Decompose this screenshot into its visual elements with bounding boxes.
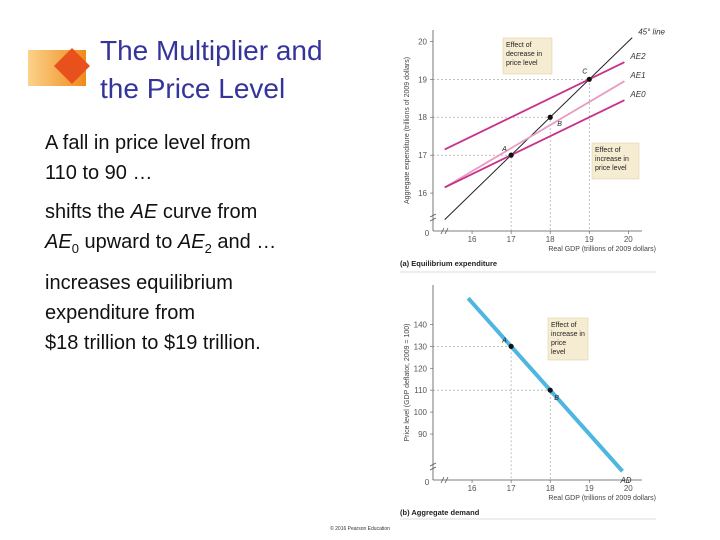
point <box>547 387 553 393</box>
y-tick-label: 17 <box>418 151 427 160</box>
annotation-text: price level <box>595 165 627 172</box>
x-tick-label: 20 <box>624 484 633 493</box>
title-line: the Price Level <box>100 73 286 104</box>
text: curve from <box>157 201 258 223</box>
paragraph: increases equilibrium expenditure from $… <box>45 268 261 358</box>
series-line <box>466 296 624 473</box>
annotation-text: decrease in <box>506 51 542 58</box>
x-tick-label: 20 <box>624 235 633 244</box>
x-tick-label: 19 <box>585 235 594 244</box>
point <box>586 76 592 82</box>
annotation-box <box>591 142 640 180</box>
origin-label: 0 <box>425 229 430 238</box>
chart-caption: (a) Equilibrium expenditure <box>400 259 497 268</box>
paragraph: A fall in price level from 110 to 90 … <box>45 128 251 188</box>
text: AE <box>177 231 205 253</box>
y-tick-label: 19 <box>418 75 427 84</box>
icon-diamond <box>54 48 90 84</box>
text: expenditure from <box>45 302 196 324</box>
annotation-text: Effect of <box>506 42 532 49</box>
point-label: A <box>501 146 507 153</box>
paragraph: shifts the AE curve from AE0 upward to AE… <box>45 197 276 264</box>
origin-label: 0 <box>425 478 430 487</box>
annotation-box <box>502 37 553 75</box>
text: 110 to 90 … <box>45 162 153 184</box>
x-tick-label: 18 <box>546 235 555 244</box>
point-label: A <box>501 337 507 344</box>
text: upward to <box>78 231 178 253</box>
x-tick-label: 17 <box>507 235 516 244</box>
y-tick-label: 130 <box>414 342 428 351</box>
y-axis-label: Price level (GDP deflator, 2009 = 100) <box>404 324 411 442</box>
series-label: 45° line <box>638 28 665 37</box>
point-label: B <box>557 121 562 128</box>
text: increases equilibrium <box>45 272 233 294</box>
series-label: AE1 <box>629 71 645 80</box>
text: $18 trillion to $19 trillion. <box>45 332 261 354</box>
annotation-text: increase in <box>595 156 629 163</box>
y-tick-label: 140 <box>414 320 428 329</box>
point-label: B <box>554 395 559 402</box>
point-label: C <box>582 68 588 75</box>
annotation-text: Effect of <box>595 147 621 154</box>
guide-line <box>433 154 512 231</box>
axis-break <box>429 213 449 235</box>
y-axis-label: Aggregate expenditure (trillions of 2009… <box>404 57 411 204</box>
y-tick-label: 20 <box>418 37 427 46</box>
series-label: AE2 <box>629 52 646 61</box>
y-tick-label: 18 <box>418 113 427 122</box>
series-line <box>444 61 625 151</box>
annotation-box <box>547 317 589 361</box>
footer: © 2016 Pearson Education <box>330 525 390 532</box>
text: 2 <box>204 241 212 256</box>
y-tick-label: 100 <box>414 408 428 417</box>
y-tick-label: 90 <box>418 430 427 439</box>
text: A fall in price level from <box>45 132 251 154</box>
slide-title: The Multiplier and the Price Level <box>100 32 323 108</box>
point <box>508 152 514 158</box>
text: AE <box>130 201 158 223</box>
y-tick-label: 110 <box>414 386 427 395</box>
annotation-text: price level <box>506 60 538 67</box>
series-line <box>444 80 625 189</box>
series-line <box>444 37 633 220</box>
x-axis-label: Real GDP (trillions of 2009 dollars) <box>548 246 656 253</box>
series-label: AE0 <box>629 90 646 99</box>
annotation-text: Effect of <box>551 322 577 329</box>
x-tick-label: 16 <box>468 235 477 244</box>
x-tick-label: 17 <box>507 484 516 493</box>
annotation-text: level <box>551 349 566 356</box>
x-axis-label: Real GDP (trillions of 2009 dollars) <box>548 495 656 502</box>
series-label: AD <box>619 476 631 485</box>
x-tick-label: 18 <box>546 484 555 493</box>
text: AE <box>45 231 72 253</box>
series-line <box>444 99 625 189</box>
point <box>508 343 514 349</box>
x-tick-label: 19 <box>585 484 594 493</box>
chart-caption: (b) Aggregate demand <box>400 508 480 517</box>
y-tick-label: 16 <box>418 189 427 198</box>
y-tick-label: 120 <box>414 364 428 373</box>
annotation-text: increase in <box>551 331 585 338</box>
text: and … <box>211 231 277 253</box>
annotation-text: price <box>551 340 566 347</box>
x-tick-label: 16 <box>468 484 477 493</box>
axis-break <box>429 462 449 484</box>
text: 0 <box>71 241 79 256</box>
guide-line <box>433 346 512 480</box>
point <box>547 114 553 120</box>
title-line: The Multiplier and <box>100 35 323 66</box>
guide-line <box>433 389 551 480</box>
text: shifts the <box>45 201 131 223</box>
